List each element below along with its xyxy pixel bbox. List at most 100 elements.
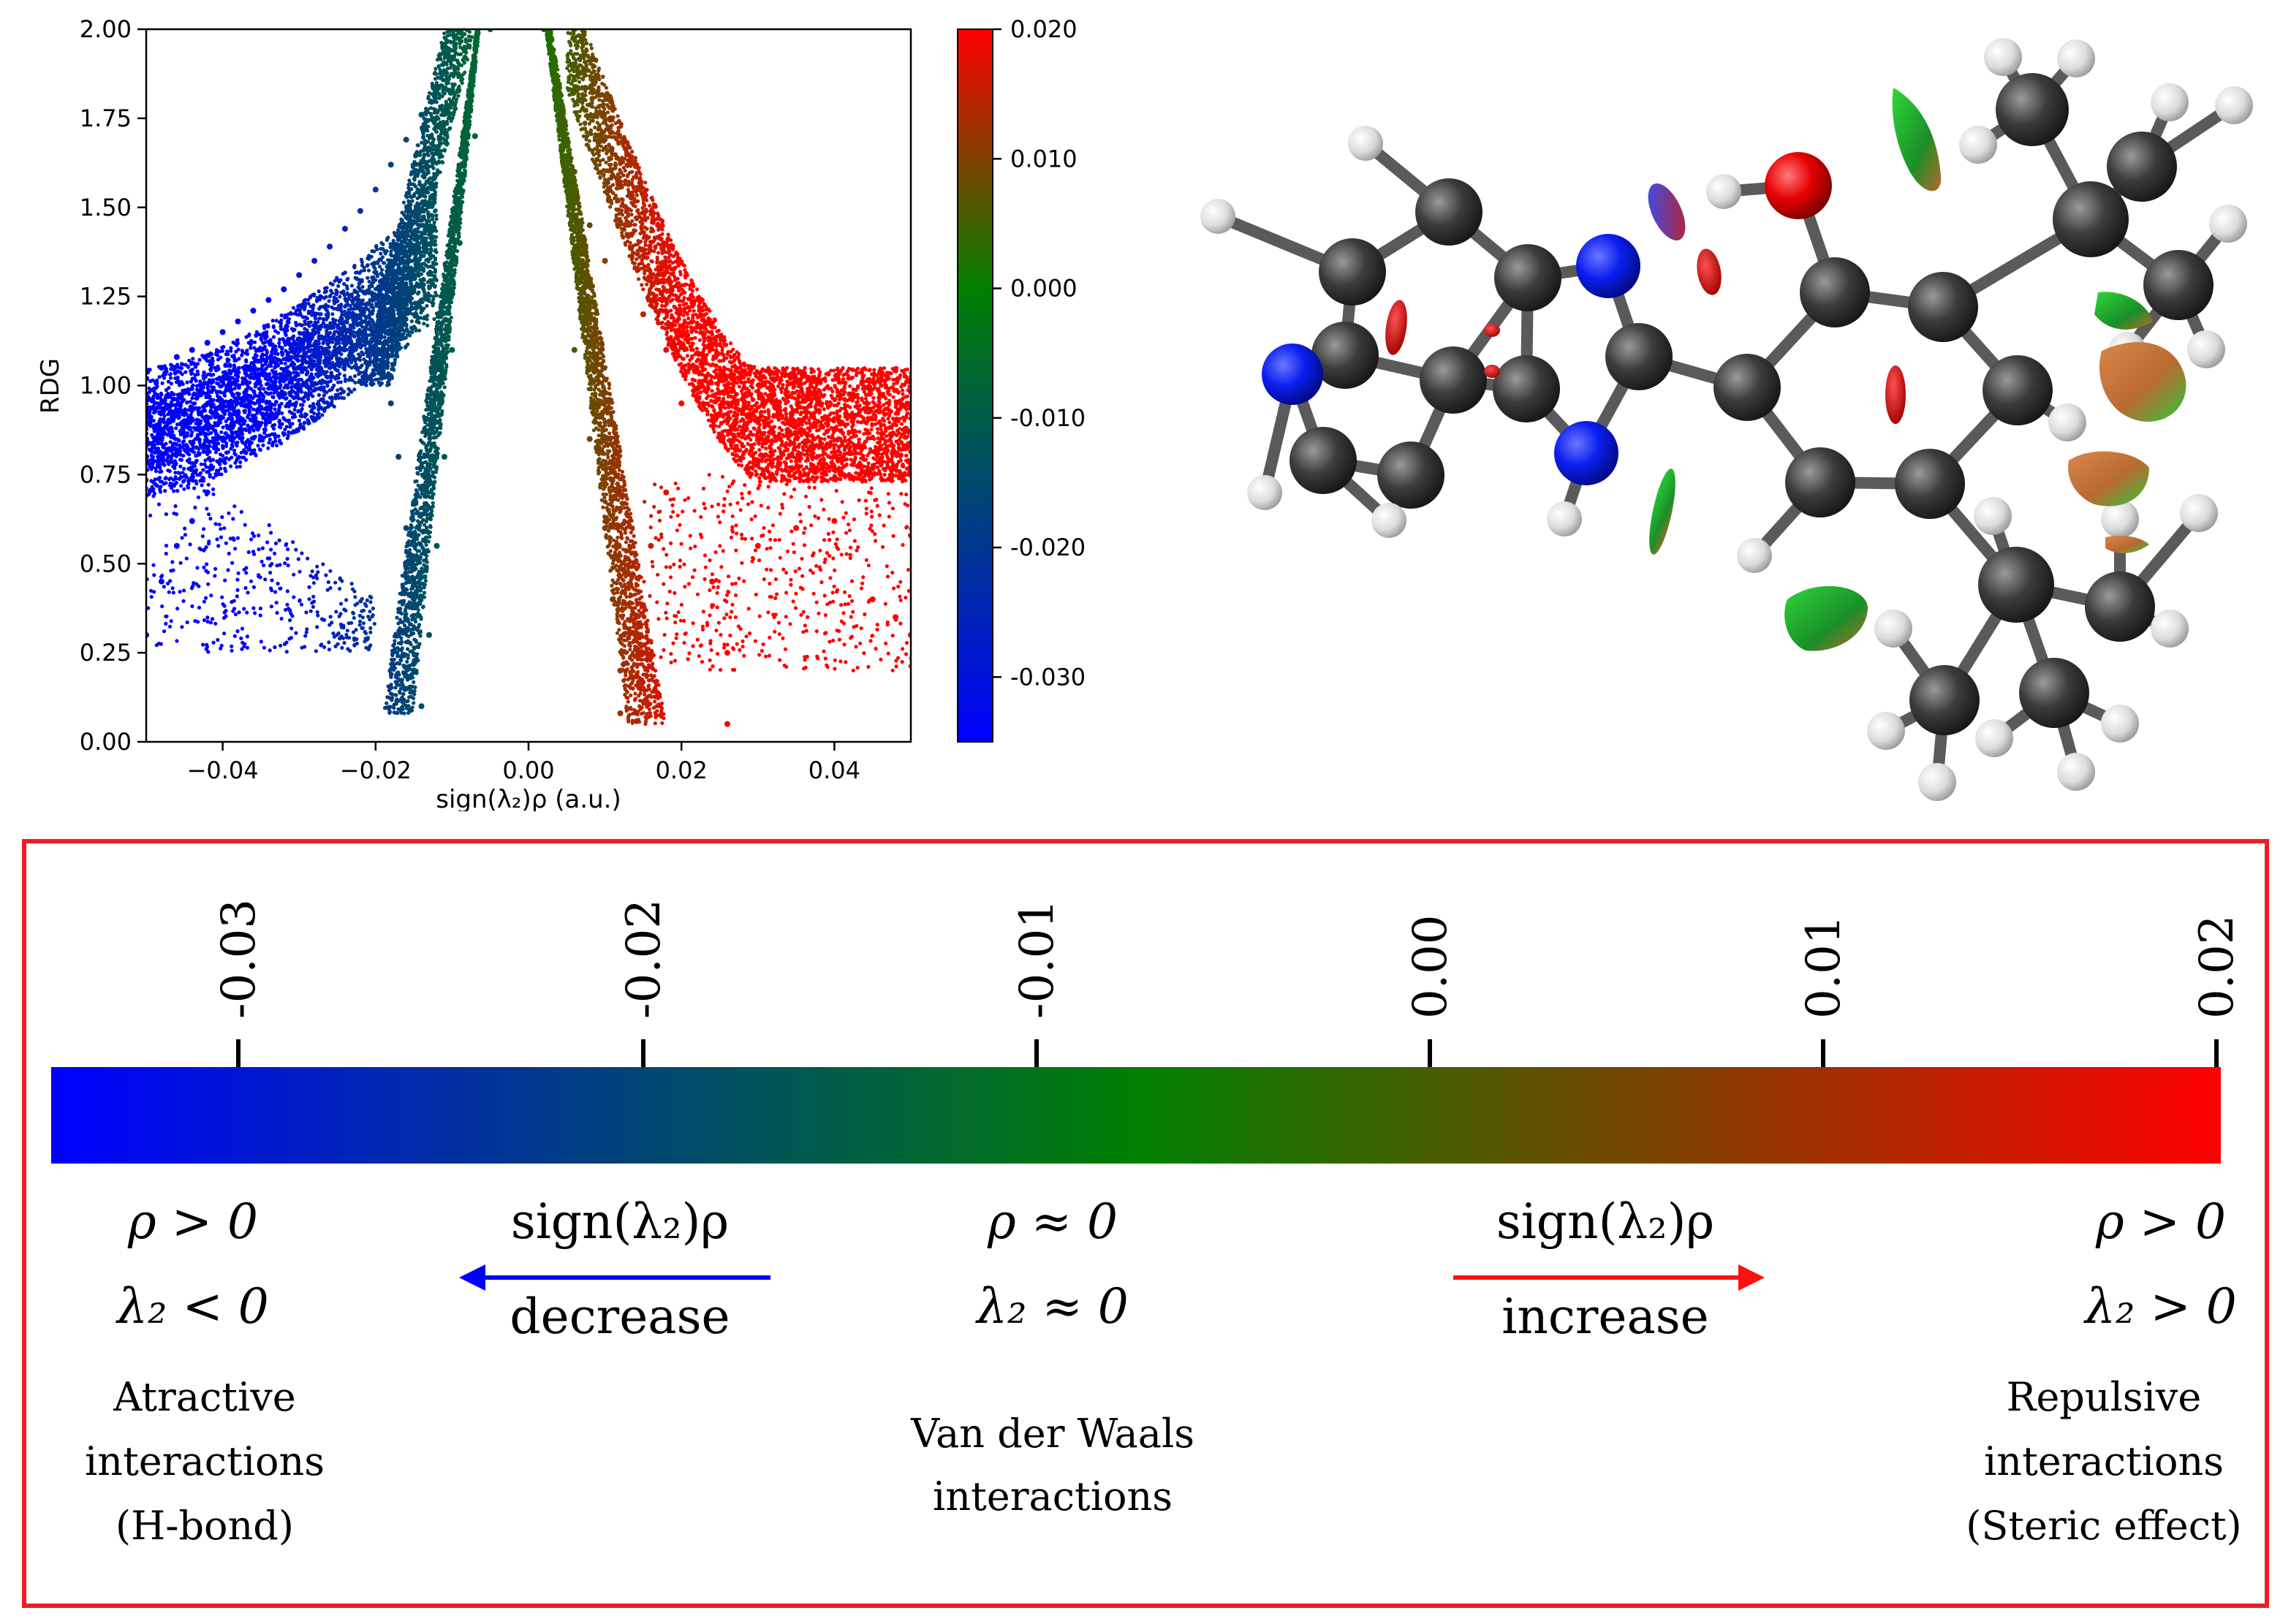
scatter-point: [893, 614, 899, 621]
scatter-point: [311, 257, 318, 264]
carbon-atom: [1415, 178, 1482, 246]
vdw-isosurface-a: [1649, 468, 1675, 555]
y-tick-label: 0.75: [80, 460, 132, 488]
scatter-point: [395, 454, 402, 460]
x-tick-label: −0.04: [187, 756, 259, 784]
carbon-atom: [2019, 658, 2089, 728]
carbon-atom: [1978, 547, 2054, 623]
repulsive-isosurface: [1697, 248, 1722, 295]
scatter-point: [793, 525, 800, 531]
hbond-isosurface: [1648, 183, 1686, 240]
scatter-point: [709, 578, 716, 585]
scatter-point: [739, 407, 746, 414]
scale-tick-label: -0.01: [1010, 899, 1064, 1019]
scatter-point: [296, 272, 303, 278]
carbon-atom: [1494, 244, 1561, 311]
y-tick-label: 1.50: [80, 194, 132, 221]
y-tick-label: 0.25: [80, 639, 132, 667]
ring-isosurface-imidazole-a: [1484, 324, 1500, 337]
carbon-atom: [1895, 449, 1965, 519]
carbon-atom: [2143, 250, 2214, 320]
scatter-point: [204, 340, 211, 346]
colorbar: [957, 29, 993, 743]
colorbar-tick-label: -0.030: [1010, 663, 1086, 691]
hydrogen-atom: [1867, 712, 1905, 750]
scatter-point: [357, 208, 363, 214]
hydrogen-atom: [1348, 126, 1383, 161]
scatter-point: [219, 329, 226, 335]
scatter-point: [189, 346, 195, 353]
ring-isosurface-phenol: [1885, 365, 1906, 424]
scatter-point: [663, 489, 670, 496]
scatter-point: [694, 365, 700, 371]
scale-tick-label: 0.02: [2190, 915, 2244, 1020]
y-tick-label: 1.00: [80, 372, 132, 400]
x-tick-label: 0.04: [809, 756, 860, 784]
scatter-point: [265, 297, 272, 303]
scatter-point: [235, 318, 241, 325]
scatter-point: [449, 346, 455, 353]
steric-isosurface-c: [2105, 536, 2149, 553]
scatter-point: [663, 346, 670, 353]
y-axis-label: RDG: [36, 358, 65, 414]
carbon-atom: [1420, 346, 1487, 414]
scatter-point: [327, 243, 333, 250]
hydrogen-atom: [1975, 719, 2013, 757]
rdg-scatter-plot: −0.04 −0.02 0.00 0.02 0.04 0.00 0.25 0.50 0.75 1…: [36, 15, 1086, 814]
color-scale-bar: [51, 1067, 2221, 1164]
colorbar-tick-label: 0.020: [1010, 15, 1078, 43]
scatter-point-cloud: [146, 29, 911, 726]
scatter-point: [426, 631, 433, 638]
hydrogen-atom: [1918, 763, 1956, 801]
scatter-point: [158, 365, 164, 371]
carbon-atom: [1996, 73, 2069, 146]
vdw-isosurface-d: [1784, 585, 1868, 651]
nitrogen-atom: [1554, 421, 1618, 485]
nitrogen-atom: [1262, 344, 1323, 405]
scatter-point: [724, 650, 730, 656]
scatter-point: [158, 578, 164, 585]
molecule-panel: [1104, 0, 2291, 811]
scatter-point: [724, 721, 730, 727]
attractive-label-3: (H-bond): [116, 1503, 294, 1549]
y-axis-ticks: 0.00 0.25 0.50 0.75 1.00 1.25 1.50 1.75 2.00: [80, 15, 146, 756]
scatter-point: [173, 354, 180, 360]
scatter-point: [418, 703, 425, 710]
scatter-point: [204, 489, 211, 496]
scatter-point: [441, 454, 447, 460]
scatter-point: [433, 542, 440, 549]
vdw-label-1: Van der Waals: [910, 1411, 1194, 1457]
repulsive-label-1: Repulsive: [2007, 1374, 2202, 1420]
scatter-point: [296, 365, 303, 371]
scatter-point: [617, 710, 624, 716]
scatter-point: [387, 400, 394, 406]
scatter-point: [281, 286, 287, 292]
hydrogen-atom: [2057, 39, 2095, 77]
colorbar-ticks: 0.020 0.010 0.000 -0.010 -0.020 -0.030: [993, 15, 1086, 691]
scatter-point: [586, 436, 593, 442]
carbon-atom: [1800, 257, 1870, 327]
hydrogen-atom: [1706, 174, 1741, 209]
scatter-point: [472, 133, 478, 140]
carbon-atom: [1785, 447, 1855, 517]
hydrogen-atom: [2048, 403, 2086, 441]
carbon-atom: [1311, 322, 1379, 389]
carbon-atom: [1909, 665, 1980, 735]
scatter-point: [754, 542, 761, 549]
vdw-isosurface-c: [2094, 292, 2153, 330]
vdw-isosurface-b: [1892, 88, 1942, 191]
rdg-scatter-panel: −0.04 −0.02 0.00 0.02 0.04 0.00 0.25 0.50 0.75 1…: [0, 0, 1111, 814]
attractive-label-2: interactions: [85, 1438, 325, 1484]
steric-isosurface-b: [2068, 451, 2149, 506]
left-condition-rho: ρ > 0: [127, 1194, 258, 1250]
scatter-point: [219, 400, 226, 406]
scatter-point: [372, 186, 379, 193]
colorbar-tick-label: -0.010: [1010, 404, 1086, 432]
ring-isosurface-imidazole-b: [1484, 365, 1500, 378]
carbon-atom: [1493, 355, 1560, 422]
scatter-point: [632, 631, 639, 638]
molecule-atoms: [1200, 38, 2253, 801]
middle-condition-rho: ρ ≈ 0: [987, 1194, 1118, 1250]
hydrogen-atom: [1247, 475, 1282, 510]
scale-tick-label: -0.03: [212, 899, 266, 1019]
